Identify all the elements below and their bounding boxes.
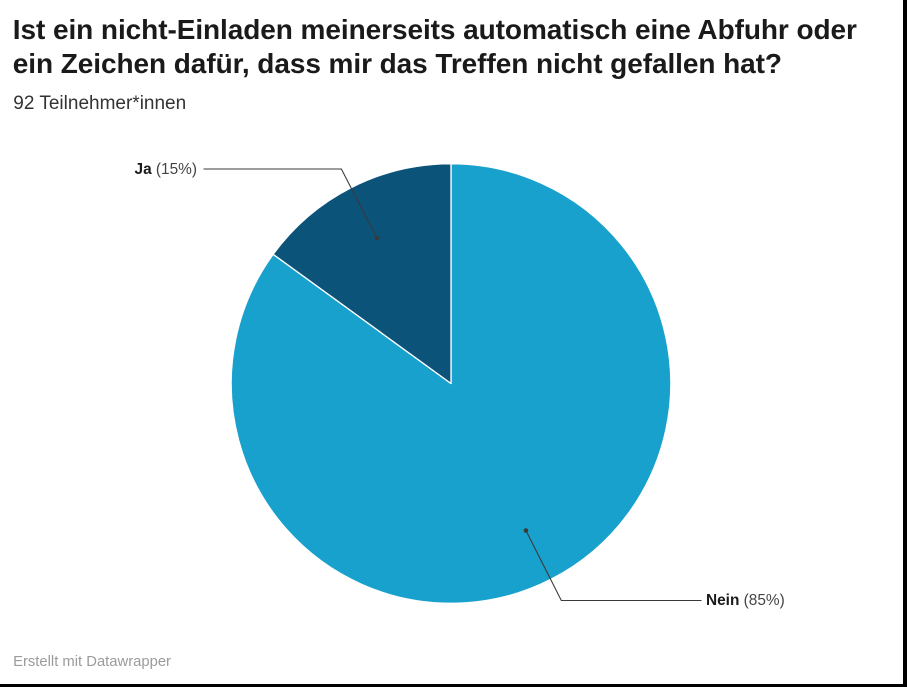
- svg-text:Nein (85%): Nein (85%): [706, 592, 785, 609]
- svg-text:Ja (15%): Ja (15%): [135, 161, 197, 178]
